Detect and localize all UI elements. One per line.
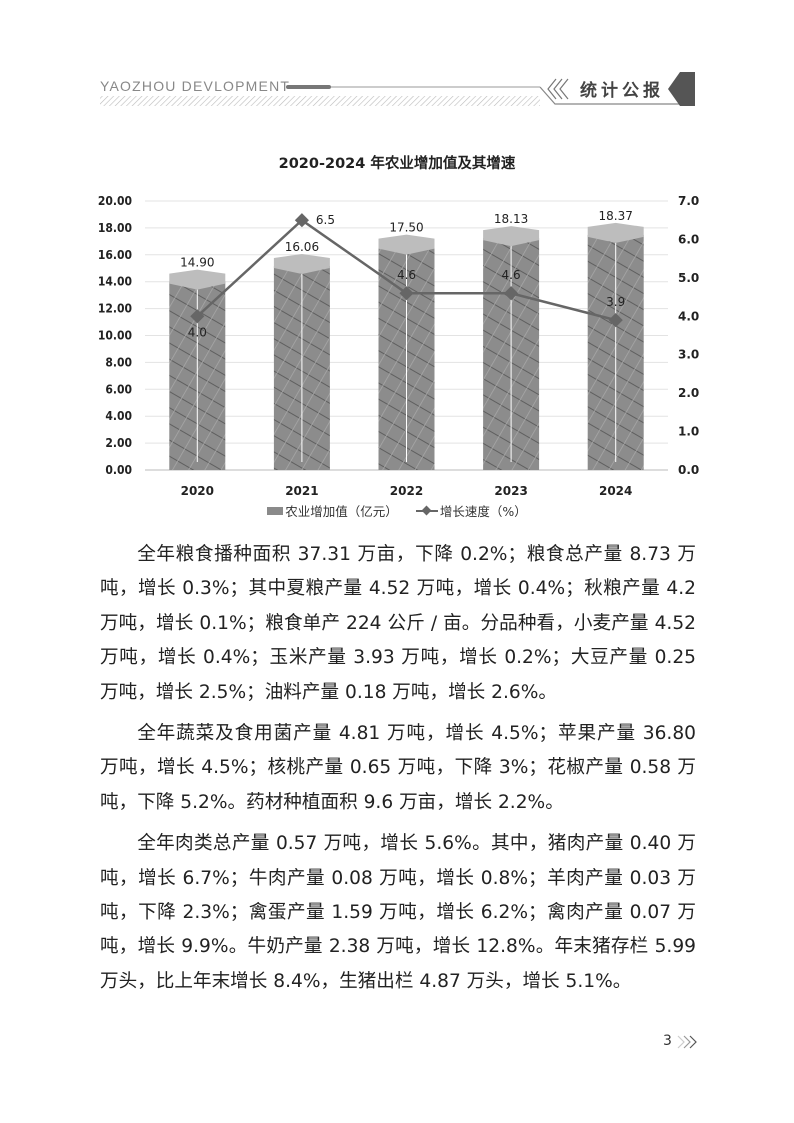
y-right-tick-label: 3.0 bbox=[678, 348, 699, 362]
growth-marker bbox=[190, 309, 205, 324]
legend-line-swatch bbox=[415, 506, 438, 516]
chevrons-right-icon bbox=[677, 1035, 697, 1049]
y-right-tick-label: 4.0 bbox=[678, 309, 699, 323]
chart: 0.00 2.00 4.00 6.00 8.00 10.00 12.00 14.00 16.00… bbox=[98, 194, 699, 498]
line-data-label: 4.6 bbox=[502, 268, 521, 282]
paragraph: 全年肉类总产量 0.57 万吨，增长 5.6%。其中，猪肉产量 0.40 万吨，… bbox=[100, 833, 696, 992]
bar-cap bbox=[378, 234, 435, 255]
y-left-tick-label: 16.00 bbox=[98, 248, 132, 262]
y-right-tick-label: 0.0 bbox=[678, 463, 699, 477]
header-section-title: 统计公报 bbox=[580, 81, 664, 101]
bar-data-label: 14.90 bbox=[180, 256, 214, 270]
chart-title: 2020-2024 年农业增加值及其增速 bbox=[278, 156, 516, 172]
y-left-tick-label: 4.00 bbox=[105, 409, 132, 423]
body-text: 全年粮食播种面积 37.31 万亩，下降 0.2%；粮食总产量 8.73 万吨，… bbox=[100, 538, 696, 1006]
bar-data-label: 16.06 bbox=[285, 240, 319, 254]
y-right-tick-label: 5.0 bbox=[678, 271, 699, 285]
y-left-tick-label: 6.00 bbox=[105, 382, 132, 396]
y-left-tick-label: 18.00 bbox=[98, 221, 132, 235]
y-left-tick-label: 12.00 bbox=[98, 302, 132, 316]
x-tick-label: 2023 bbox=[494, 484, 527, 498]
y-left-tick-label: 20.00 bbox=[98, 194, 132, 208]
growth-marker bbox=[399, 286, 414, 301]
y-left-tick-label: 2.00 bbox=[105, 436, 132, 450]
y-left-tick-label: 14.00 bbox=[98, 275, 132, 289]
y-left-tick-label: 0.00 bbox=[105, 463, 132, 477]
bar-cap bbox=[483, 226, 540, 247]
y-right-tick-label: 1.0 bbox=[678, 425, 699, 439]
bar-data-label: 17.50 bbox=[389, 221, 423, 235]
legend-bar-label: 农业增加值（亿元） bbox=[285, 504, 398, 519]
line-data-label: 4.6 bbox=[397, 268, 416, 282]
chart-legend: 农业增加值（亿元） 增长速度（%） bbox=[0, 501, 794, 520]
chevrons-icon bbox=[547, 78, 569, 100]
y-left-tick-label: 10.00 bbox=[98, 329, 132, 343]
bar-cap bbox=[587, 222, 644, 243]
bar-data-label: 18.37 bbox=[599, 209, 633, 223]
page-number: 3 bbox=[663, 1033, 672, 1049]
y-right-tick-label: 7.0 bbox=[678, 194, 699, 208]
x-tick-label: 2022 bbox=[390, 484, 423, 498]
bar-data-label: 18.13 bbox=[494, 212, 528, 226]
header-brand: YAOZHOU DEVLOPMENT bbox=[100, 78, 291, 94]
line-data-label: 4.0 bbox=[188, 325, 207, 339]
header-tab bbox=[668, 72, 695, 106]
x-tick-label: 2021 bbox=[285, 484, 318, 498]
x-tick-label: 2020 bbox=[181, 484, 214, 498]
y-right-tick-label: 6.0 bbox=[678, 232, 699, 246]
paragraph: 全年粮食播种面积 37.31 万亩，下降 0.2%；粮食总产量 8.73 万吨，… bbox=[100, 544, 696, 703]
bar-cap bbox=[273, 253, 330, 274]
line-data-label: 3.9 bbox=[606, 295, 625, 309]
growth-marker bbox=[608, 313, 623, 328]
y-left-tick-label: 8.00 bbox=[105, 355, 132, 369]
legend-line-label: 增长速度（%） bbox=[439, 504, 527, 519]
paragraph: 全年蔬菜及食用菌产量 4.81 万吨，增长 4.5%；苹果产量 36.80 万吨… bbox=[100, 723, 696, 813]
bar-cap bbox=[169, 269, 226, 290]
line-data-label: 6.5 bbox=[316, 213, 335, 227]
legend-bar-swatch bbox=[267, 506, 284, 515]
x-tick-label: 2024 bbox=[599, 484, 632, 498]
header-decoration bbox=[100, 72, 695, 106]
y-right-tick-label: 2.0 bbox=[678, 386, 699, 400]
growth-marker bbox=[294, 213, 309, 228]
